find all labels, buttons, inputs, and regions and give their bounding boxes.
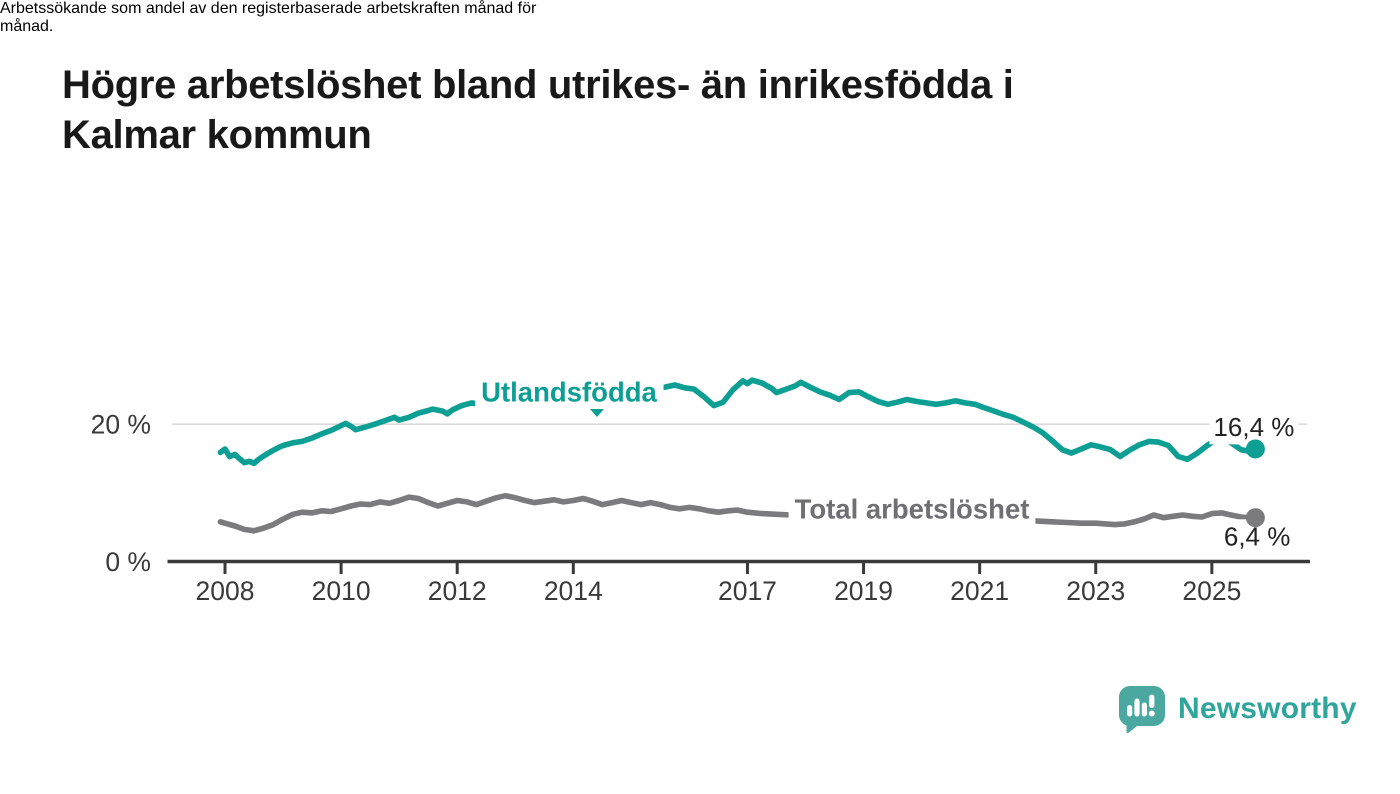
brand-footer: Newsworthy: [1117, 684, 1357, 733]
series-label-utlandsfodda: Utlandsfödda: [481, 377, 657, 408]
label-mask: [788, 489, 1036, 529]
x-tick-label: 2012: [428, 576, 487, 606]
x-tick-label: 2014: [544, 576, 603, 606]
x-tick-label: 2019: [834, 576, 893, 606]
end-value-label-utlandsfodda: 16,4 %: [1213, 412, 1294, 442]
label-mask: [475, 372, 664, 412]
x-tick-label: 2008: [196, 576, 255, 606]
x-tick-label: 2010: [312, 576, 371, 606]
subtitle-line-1: Arbetssökande som andel av den registerb…: [0, 0, 537, 17]
subtitle-line-2: månad.: [0, 18, 54, 35]
bar-2: [1134, 698, 1140, 717]
page-title: Högre arbetslöshet bland utrikes- än inr…: [62, 60, 1312, 160]
series-line-total-arbetsloshet: [217, 492, 1259, 534]
label-mask: [1209, 409, 1299, 445]
newsworthy-logo-icon: [1119, 686, 1165, 733]
x-tick-label: 2017: [718, 576, 777, 606]
y-tick-label: 0 %: [105, 547, 151, 577]
exclamation-dot: [1148, 710, 1155, 717]
brand-name: Newsworthy: [1178, 691, 1357, 725]
series-line-utlandsfodda: [217, 377, 1259, 467]
exclamation-bar: [1149, 694, 1155, 708]
series-end-dot-utlandsfodda: [1245, 439, 1265, 459]
y-tick-label: 20 %: [91, 410, 151, 440]
bar-3: [1141, 702, 1147, 717]
x-tick-label: 2025: [1182, 576, 1241, 606]
x-tick-label: 2021: [950, 576, 1009, 606]
title-line-2: Kalmar kommun: [62, 113, 372, 157]
x-tick-label: 2023: [1066, 576, 1125, 606]
series-end-dot-total-arbetsloshet: [1245, 508, 1265, 528]
series-label-total-arbetsloshet: Total arbetslöshet: [795, 494, 1030, 525]
bar-1: [1127, 705, 1133, 717]
label-caret-icon: [590, 409, 604, 417]
title-line-1: Högre arbetslöshet bland utrikes- än inr…: [62, 63, 1014, 107]
